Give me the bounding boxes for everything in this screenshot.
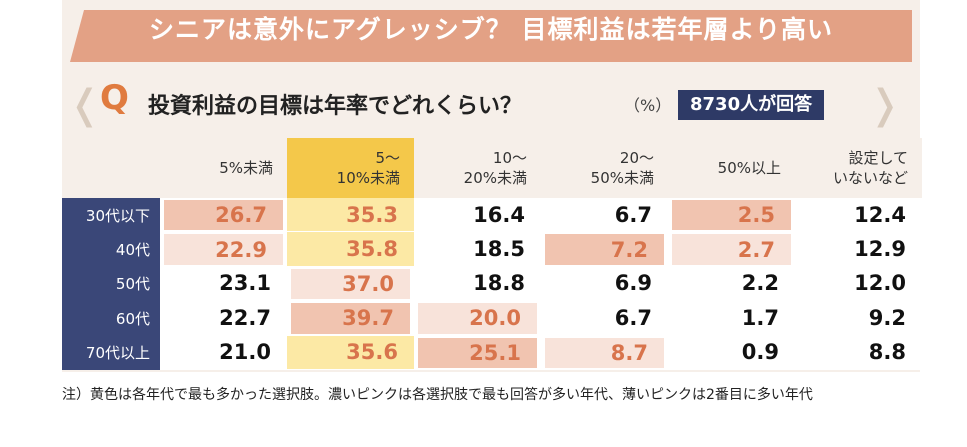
table-cell: 37.0 <box>287 266 414 302</box>
row-label: 70代以上 <box>62 335 160 370</box>
banner-title: シニアは意外にアグレッシブ？ 目標利益は若年層より高い <box>149 15 833 44</box>
column-header: 50%以上 <box>668 138 795 198</box>
column-header-line: 50%以上 <box>717 159 781 177</box>
table-cell: 18.5 <box>414 232 541 267</box>
column-header-text: 5%未満 <box>219 158 273 178</box>
column-header-text: 5〜 10%未満 <box>337 148 400 188</box>
table-cell: 6.9 <box>541 266 668 302</box>
table-cell: 12.4 <box>795 198 922 233</box>
table-cell: 16.4 <box>414 198 541 233</box>
row-label: 40代 <box>62 232 160 267</box>
column-header-text: 50%以上 <box>718 158 781 178</box>
column-header-line: 5〜 <box>375 149 400 167</box>
footnote: 注）黄色は各年代で最も多かった選択肢。濃いピンクは各選択肢で最も回答が多い年代、… <box>62 387 813 403</box>
table-cell: 23.1 <box>160 266 287 302</box>
row-label: 30代以下 <box>62 198 160 233</box>
title-banner <box>70 10 912 62</box>
column-header-line: 20〜 <box>619 149 654 167</box>
column-header-line: 10〜 <box>492 149 527 167</box>
data-table: 5%未満 5〜 10%未満 10〜 20%未満 20〜 50%未満 50%以上 設定していないな… <box>62 138 922 372</box>
table-cell: 20.0 <box>414 301 541 336</box>
table-cell: 21.0 <box>160 335 287 370</box>
column-header-text: 10〜 20%未満 <box>464 148 527 188</box>
unit-label: （%） <box>624 96 672 115</box>
table-cell: 22.9 <box>160 232 287 267</box>
question-row: ❬ Q 投資利益の目標は年率でどれくらい？ （%） 8730人が回答 ❭ <box>62 70 920 138</box>
column-header-line: 50%未満 <box>590 169 654 187</box>
table-cell: 6.7 <box>541 198 668 233</box>
column-header-line: 10%未満 <box>336 169 400 187</box>
table-cell: 2.7 <box>668 232 795 267</box>
column-header-text: 20〜 50%未満 <box>591 148 654 188</box>
column-header-text: 設定していないなど <box>833 148 908 188</box>
column-header: 設定していないなど <box>795 138 922 198</box>
column-header-line: 5%未満 <box>219 159 273 177</box>
table-cell: 2.2 <box>668 266 795 302</box>
table-cell: 8.7 <box>541 335 668 370</box>
column-header: 20〜 50%未満 <box>541 138 668 198</box>
respondents-badge: 8730人が回答 <box>678 90 825 120</box>
table-cell: 12.9 <box>795 232 922 267</box>
column-header: 5%未満 <box>160 138 287 198</box>
table-cell: 8.8 <box>795 335 922 370</box>
table-cell: 6.7 <box>541 301 668 336</box>
column-header: 5〜 10%未満 <box>287 138 414 198</box>
table-cell: 7.2 <box>541 232 668 267</box>
column-header-line: 設定して <box>848 149 908 167</box>
q-mark-icon: Q <box>100 78 129 118</box>
table-cell: 18.8 <box>414 266 541 302</box>
table-cell: 35.3 <box>287 198 414 233</box>
table-cell: 12.0 <box>795 266 922 302</box>
table-cell: 35.6 <box>287 335 414 370</box>
column-header-line: いないなど <box>832 169 908 187</box>
row-label: 60代 <box>62 301 160 336</box>
table-cell: 35.8 <box>287 232 414 267</box>
table-cell: 22.7 <box>160 301 287 336</box>
table-cell: 9.2 <box>795 301 922 336</box>
table-cell: 0.9 <box>668 335 795 370</box>
table-cell: 26.7 <box>160 198 287 233</box>
table-cell: 1.7 <box>668 301 795 336</box>
column-header-line: 20%未満 <box>463 169 527 187</box>
table-cell: 25.1 <box>414 335 541 370</box>
column-header: 10〜 20%未満 <box>414 138 541 198</box>
left-paren-icon: ❬ <box>68 82 102 128</box>
row-label: 50代 <box>62 266 160 302</box>
table-cell: 39.7 <box>287 301 414 336</box>
infographic: シニアは意外にアグレッシブ？ 目標利益は若年層より高い ❬ Q 投資利益の目標は… <box>62 0 922 372</box>
question-text: 投資利益の目標は年率でどれくらい？ <box>148 94 523 119</box>
right-paren-icon: ❭ <box>868 82 902 128</box>
table-cell: 2.5 <box>668 198 795 233</box>
